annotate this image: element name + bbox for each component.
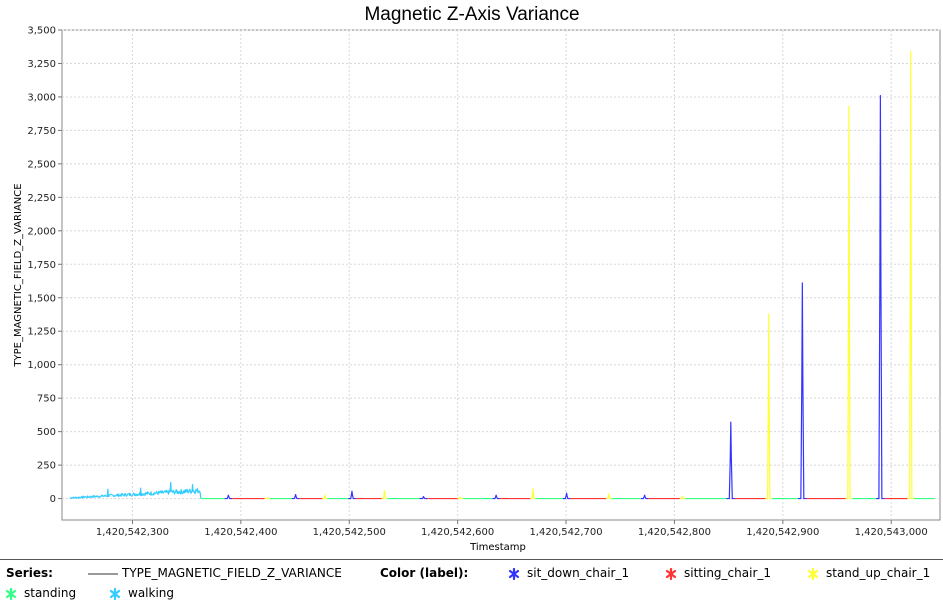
chart: Magnetic Z-Axis Variance 0 250 500 750 1,000… bbox=[13, 4, 941, 553]
legend: Series: TYPE_MAGNETIC_FIELD_Z_VARIANCE C… bbox=[0, 559, 943, 607]
y-tick-label: 2,250 bbox=[27, 193, 56, 204]
legend-series-item[interactable]: TYPE_MAGNETIC_FIELD_Z_VARIANCE bbox=[88, 563, 342, 583]
series-segment-sit-down-chair-1 bbox=[492, 494, 500, 500]
y-axis-label: TYPE_MAGNETIC_FIELD_Z_VARIANCE bbox=[13, 183, 24, 367]
legend-item-sitting-chair-1[interactable]: sitting_chair_1 bbox=[664, 563, 771, 583]
series-segment-stand-up-chair-1 bbox=[322, 494, 328, 500]
marker-icon bbox=[109, 587, 121, 600]
series-segment-sit-down-chair-1 bbox=[640, 494, 649, 500]
y-tick-label: 2,000 bbox=[27, 226, 56, 237]
series-segment-walking bbox=[69, 481, 202, 499]
legend-row-1: Series: TYPE_MAGNETIC_FIELD_Z_VARIANCE C… bbox=[0, 563, 943, 583]
series-segment-sit-down-chair-1 bbox=[291, 493, 300, 500]
legend-row-2: standing walking bbox=[0, 583, 943, 603]
series-segment-sit-down-chair-1 bbox=[726, 421, 736, 500]
y-tick-label: 250 bbox=[37, 461, 56, 472]
series-segment-stand-up-chair-1 bbox=[530, 487, 536, 500]
legend-label-sitting-chair-1: sitting_chair_1 bbox=[684, 566, 772, 580]
x-tick-label: 1,420,543,000 bbox=[855, 527, 928, 538]
legend-item-walking[interactable]: walking bbox=[108, 583, 174, 603]
y-tick-label: 750 bbox=[37, 394, 56, 405]
legend-item-standing[interactable]: standing bbox=[4, 583, 76, 603]
x-axis: 1,420,542,300 1,420,542,400 1,420,542,500 1… bbox=[96, 520, 928, 538]
series-segment-stand-up-chair-1 bbox=[606, 493, 612, 500]
legend-color-heading: Color (label): bbox=[380, 566, 469, 580]
series-segment-sit-down-chair-1 bbox=[876, 95, 885, 500]
chart-title: Magnetic Z-Axis Variance bbox=[364, 4, 579, 25]
y-tick-label: 2,750 bbox=[27, 126, 56, 137]
series-segment-stand-up-chair-1 bbox=[381, 489, 388, 500]
legend-series-name: TYPE_MAGNETIC_FIELD_Z_VARIANCE bbox=[122, 566, 342, 580]
series-segment-stand-up-chair-1 bbox=[457, 496, 464, 500]
legend-label-sit-down-chair-1: sit_down_chair_1 bbox=[527, 566, 630, 580]
y-axis: 0 250 500 750 1,000 1,250 1,500 1,750 2,000 2,250… bbox=[27, 26, 62, 505]
gridlines bbox=[62, 29, 940, 520]
x-tick-label: 1,420,542,300 bbox=[96, 527, 169, 538]
series-segment-stand-up-chair-1 bbox=[264, 497, 271, 500]
legend-label-standing: standing bbox=[24, 586, 77, 600]
y-tick-label: 0 bbox=[50, 494, 56, 505]
series-segment-sit-down-chair-1 bbox=[798, 282, 807, 500]
series-segment-sit-down-chair-1 bbox=[348, 490, 356, 500]
y-tick-label: 1,000 bbox=[27, 360, 56, 371]
x-tick-label: 1,420,542,800 bbox=[638, 527, 711, 538]
legend-series-heading: Series: bbox=[6, 566, 53, 580]
x-tick-label: 1,420,542,400 bbox=[204, 527, 277, 538]
x-tick-label: 1,420,542,900 bbox=[746, 527, 819, 538]
series-segment-sit-down-chair-1 bbox=[224, 494, 233, 500]
y-tick-label: 1,500 bbox=[27, 293, 56, 304]
series-segment-sit-down-chair-1 bbox=[562, 492, 571, 500]
y-tick-label: 3,500 bbox=[27, 26, 56, 37]
y-tick-label: 3,000 bbox=[27, 92, 56, 103]
x-tick-label: 1,420,542,700 bbox=[529, 527, 602, 538]
series-lines bbox=[69, 50, 935, 500]
series-line-icon bbox=[88, 572, 118, 575]
x-axis-label: Timestamp bbox=[469, 542, 526, 553]
marker-icon bbox=[508, 567, 520, 580]
marker-icon bbox=[665, 567, 677, 580]
series-segment-stand-up-chair-1 bbox=[679, 495, 686, 500]
y-tick-label: 1,750 bbox=[27, 260, 56, 271]
x-tick-label: 1,420,542,500 bbox=[313, 527, 386, 538]
y-tick-label: 2,500 bbox=[27, 159, 56, 170]
marker-icon bbox=[5, 587, 17, 600]
y-tick-label: 3,250 bbox=[27, 59, 56, 70]
series-segment-stand-up-chair-1 bbox=[845, 105, 853, 500]
y-tick-label: 1,250 bbox=[27, 327, 56, 338]
legend-item-sit-down-chair-1[interactable]: sit_down_chair_1 bbox=[507, 563, 629, 583]
y-tick-label: 500 bbox=[37, 427, 56, 438]
x-tick-label: 1,420,542,600 bbox=[421, 527, 494, 538]
legend-label-stand-up-chair-1: stand_up_chair_1 bbox=[826, 566, 931, 580]
series-segment-stand-up-chair-1 bbox=[907, 50, 914, 500]
plot-area bbox=[61, 29, 941, 521]
marker-icon bbox=[807, 567, 819, 580]
series-segment-stand-up-chair-1 bbox=[765, 313, 772, 500]
legend-label-walking: walking bbox=[128, 586, 175, 600]
series-segment-sit-down-chair-1 bbox=[419, 495, 428, 500]
legend-item-stand-up-chair-1[interactable]: stand_up_chair_1 bbox=[806, 563, 930, 583]
